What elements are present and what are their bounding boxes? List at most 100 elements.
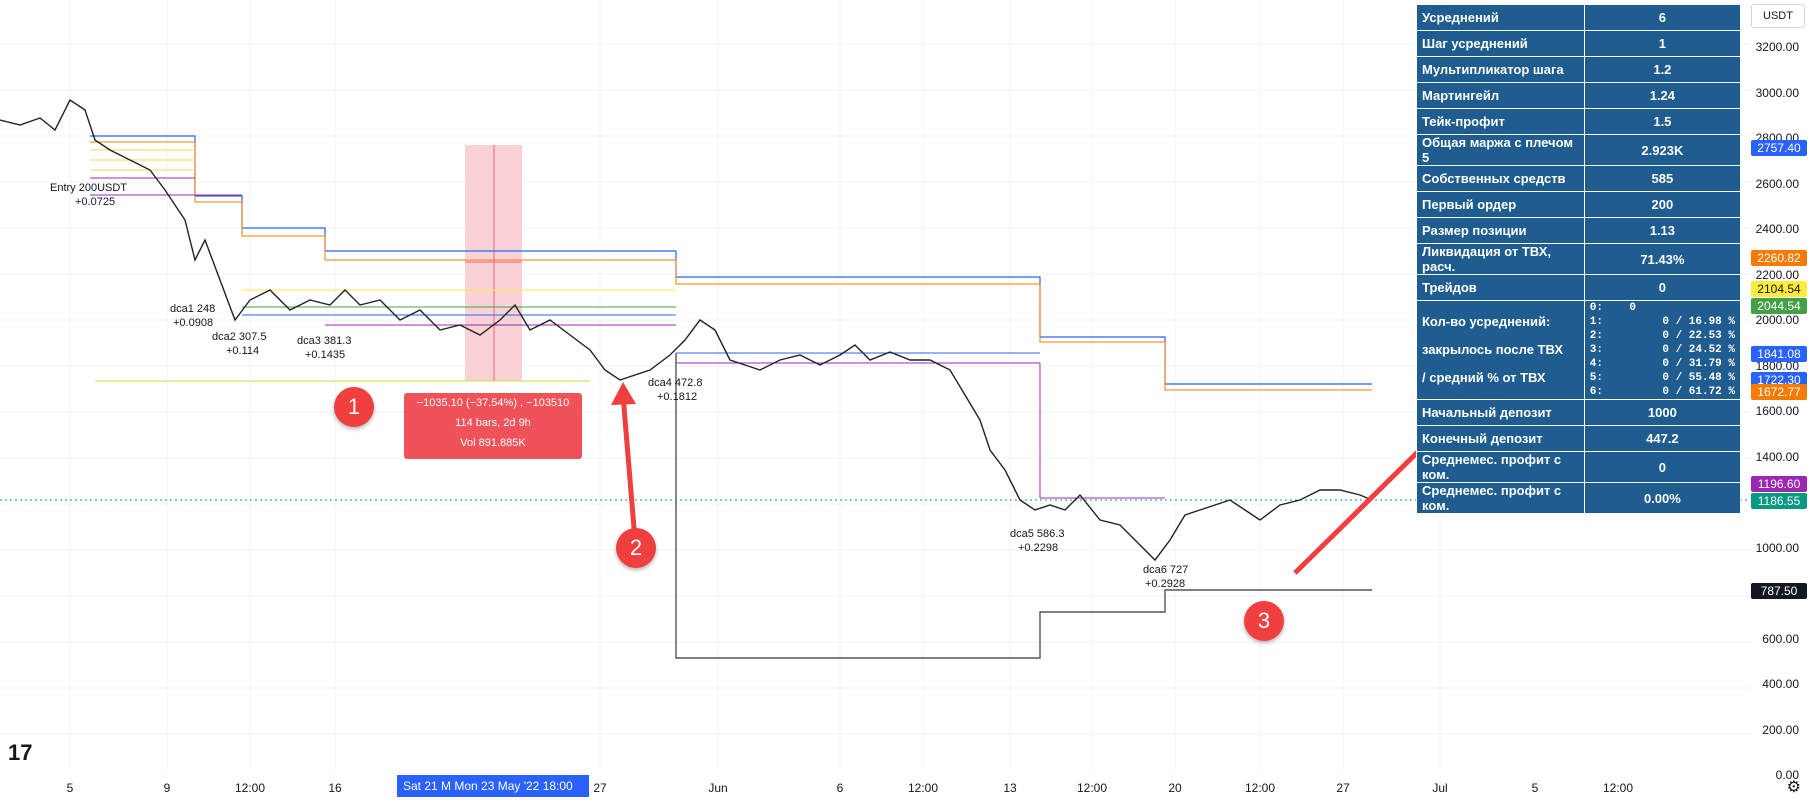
table-row-label: Собственных средств — [1416, 165, 1585, 192]
price-axis-label: 1000.00 — [1755, 540, 1799, 555]
price-axis-label: 1600.00 — [1755, 404, 1799, 418]
price-axis-label: 2600.00 — [1755, 176, 1799, 191]
price-axis-label: 3000.00 — [1755, 85, 1799, 100]
table-row: Среднемес. профит с ком. 0 — [1416, 451, 1742, 483]
table-row-label: Начальный депозит — [1416, 399, 1585, 426]
time-axis-label: 12:00 — [1076, 781, 1108, 795]
price-axis-label: 2400.00 — [1755, 222, 1799, 236]
annotation-marker-3: 3 — [1244, 601, 1284, 641]
avg-count-label: Кол-во усреднений: — [1422, 314, 1551, 329]
time-axis-label: 5 — [66, 781, 74, 795]
price-axis-label: 1400.00 — [1755, 449, 1799, 464]
dca1-label: dca1 248 — [170, 303, 216, 315]
time-axis-label: 12:00 — [1244, 781, 1276, 795]
price-axis-label: 3200.00 — [1755, 40, 1799, 54]
table-row-value: 1.2 — [1583, 56, 1742, 83]
table-row-value: 1.5 — [1583, 108, 1742, 135]
table-row: Конечный депозит 447.2 — [1416, 425, 1742, 452]
table-row-label: Конечный депозит — [1416, 425, 1585, 452]
table-row-value: 2.923K — [1583, 134, 1742, 166]
price-tag: 2757.40 — [1751, 140, 1807, 156]
table-row: Начальный депозит 1000 — [1416, 399, 1742, 426]
time-axis-label: 27 — [1336, 781, 1350, 795]
table-row-label: Общая маржа с плечом 5 — [1416, 134, 1585, 166]
price-tag: 1186.55 — [1751, 493, 1807, 509]
dca4-value: +0.1812 — [657, 391, 698, 403]
table-row-label: Мультипликатор шага — [1416, 56, 1585, 83]
price-tag: 787.50 — [1751, 583, 1807, 599]
avg-closed-label: закрылось после ТВХ — [1422, 342, 1564, 357]
table-row-value: 1000 — [1583, 399, 1742, 426]
table-row-label: Размер позиции — [1416, 217, 1585, 244]
table-row: Мультипликатор шага 1.2 — [1416, 56, 1742, 83]
time-axis-label: 16 — [328, 781, 342, 795]
table-row: Мартингейл 1.24 — [1416, 82, 1742, 109]
tooltip-bars: 114 bars, 2d 9h — [455, 417, 531, 429]
settings-gear-icon[interactable]: ⚙ — [1786, 779, 1801, 796]
table-row: Тейк-профит 1.5 — [1416, 108, 1742, 135]
table-row-label: Усреднений — [1416, 4, 1585, 31]
price-axis-label: 400.00 — [1762, 677, 1799, 691]
time-axis-label: Jul — [1432, 781, 1448, 795]
time-axis-label: Jun — [708, 781, 728, 795]
price-axis-label: 0.00 — [1775, 768, 1799, 782]
table-row: Усреднений 6 — [1416, 4, 1742, 31]
dca2-value: +0.114 — [226, 345, 260, 357]
table-row-label: Тейк-профит — [1416, 108, 1585, 135]
table-row-value: 6 — [1583, 4, 1742, 31]
table-row-label: Среднемес. профит с ком. — [1416, 451, 1585, 483]
price-tag: 2104.54 — [1751, 281, 1807, 297]
time-axis-label: 13 — [1003, 781, 1017, 795]
table-row-value: 0 — [1583, 274, 1742, 301]
table-row-value: 1.13 — [1583, 217, 1742, 244]
table-row-value: 0.00% — [1583, 482, 1742, 514]
avg-percent-label: / средний % от ТВХ — [1422, 370, 1546, 385]
time-axis-label: 12:00 — [1602, 781, 1634, 795]
dca5-label: dca5 586.3 — [1010, 528, 1065, 540]
table-row: Шаг усреднений 1 — [1416, 30, 1742, 57]
table-row-label: Среднемес. профит с ком. — [1416, 482, 1585, 514]
table-row: Ликвидация от ТВХ, расч. 71.43% — [1416, 243, 1742, 275]
annotation-marker-2: 2 — [616, 528, 656, 568]
entry-value: +0.0725 — [75, 196, 116, 208]
dca6-label: dca6 727 — [1143, 564, 1189, 576]
dca3-label: dca3 381.3 — [297, 335, 352, 347]
time-axis-label: 9 — [163, 781, 171, 795]
strategy-info-table: Усреднений 6 Шаг усреднений 1 Мультипликатор… — [1416, 4, 1742, 514]
table-row: Среднемес. профит с ком. 0.00% — [1416, 482, 1742, 514]
table-row: Кол-во усреднений: закрылось после ТВХ /… — [1416, 300, 1742, 400]
price-tag: 1196.60 — [1751, 476, 1807, 492]
price-tag: 1672.77 — [1751, 384, 1807, 400]
avg-values-list: 0: 0 1: 0 / 16.98 % 2: 0 / 22.53 % 3: 0 … — [1589, 302, 1735, 398]
time-axis-label: 12:00 — [907, 781, 939, 795]
table-row: Общая маржа с плечом 5 2.923K — [1416, 134, 1742, 166]
entry-label: Entry 200USDT — [50, 182, 128, 194]
time-axis-label: 12:00 — [234, 781, 266, 795]
annotation-marker-1: 1 — [334, 387, 374, 427]
table-row-label: Ликвидация от ТВХ, расч. — [1416, 243, 1585, 275]
price-axis-label: 2000.00 — [1755, 313, 1799, 327]
dca5-value: +0.2298 — [1018, 542, 1059, 554]
table-row: Собственных средств 585 — [1416, 165, 1742, 192]
date-range-label: Sat 21 M Mon 23 May '22 18:00 — [397, 775, 589, 797]
table-row-value: 1 — [1583, 30, 1742, 57]
table-row-value: 1.24 — [1583, 82, 1742, 109]
price-axis-label: 2200.00 — [1755, 267, 1799, 282]
currency-selector[interactable]: USDT — [1751, 4, 1805, 28]
price-axis-label: 600.00 — [1762, 631, 1799, 646]
dca3-value: +0.1435 — [305, 349, 346, 361]
tooltip-price-change: −1035.10 (−37.54%) , −103510 — [416, 397, 570, 409]
table-row-label: Первый ордер — [1416, 191, 1585, 218]
time-axis-label: 27 — [593, 781, 607, 795]
table-row: Первый ордер 200 — [1416, 191, 1742, 218]
tradingview-logo[interactable]: 17 — [8, 740, 33, 765]
table-row-label: Шаг усреднений — [1416, 30, 1585, 57]
table-row-value: 71.43% — [1583, 243, 1742, 275]
dca4-label: dca4 472.8 — [648, 377, 703, 389]
time-axis-label: 5 — [1531, 781, 1539, 795]
price-axis-label: 1800.00 — [1755, 358, 1799, 373]
time-axis-label: 20 — [1168, 781, 1182, 795]
dca6-value: +0.2928 — [1145, 578, 1186, 590]
table-row-value: 200 — [1583, 191, 1742, 218]
